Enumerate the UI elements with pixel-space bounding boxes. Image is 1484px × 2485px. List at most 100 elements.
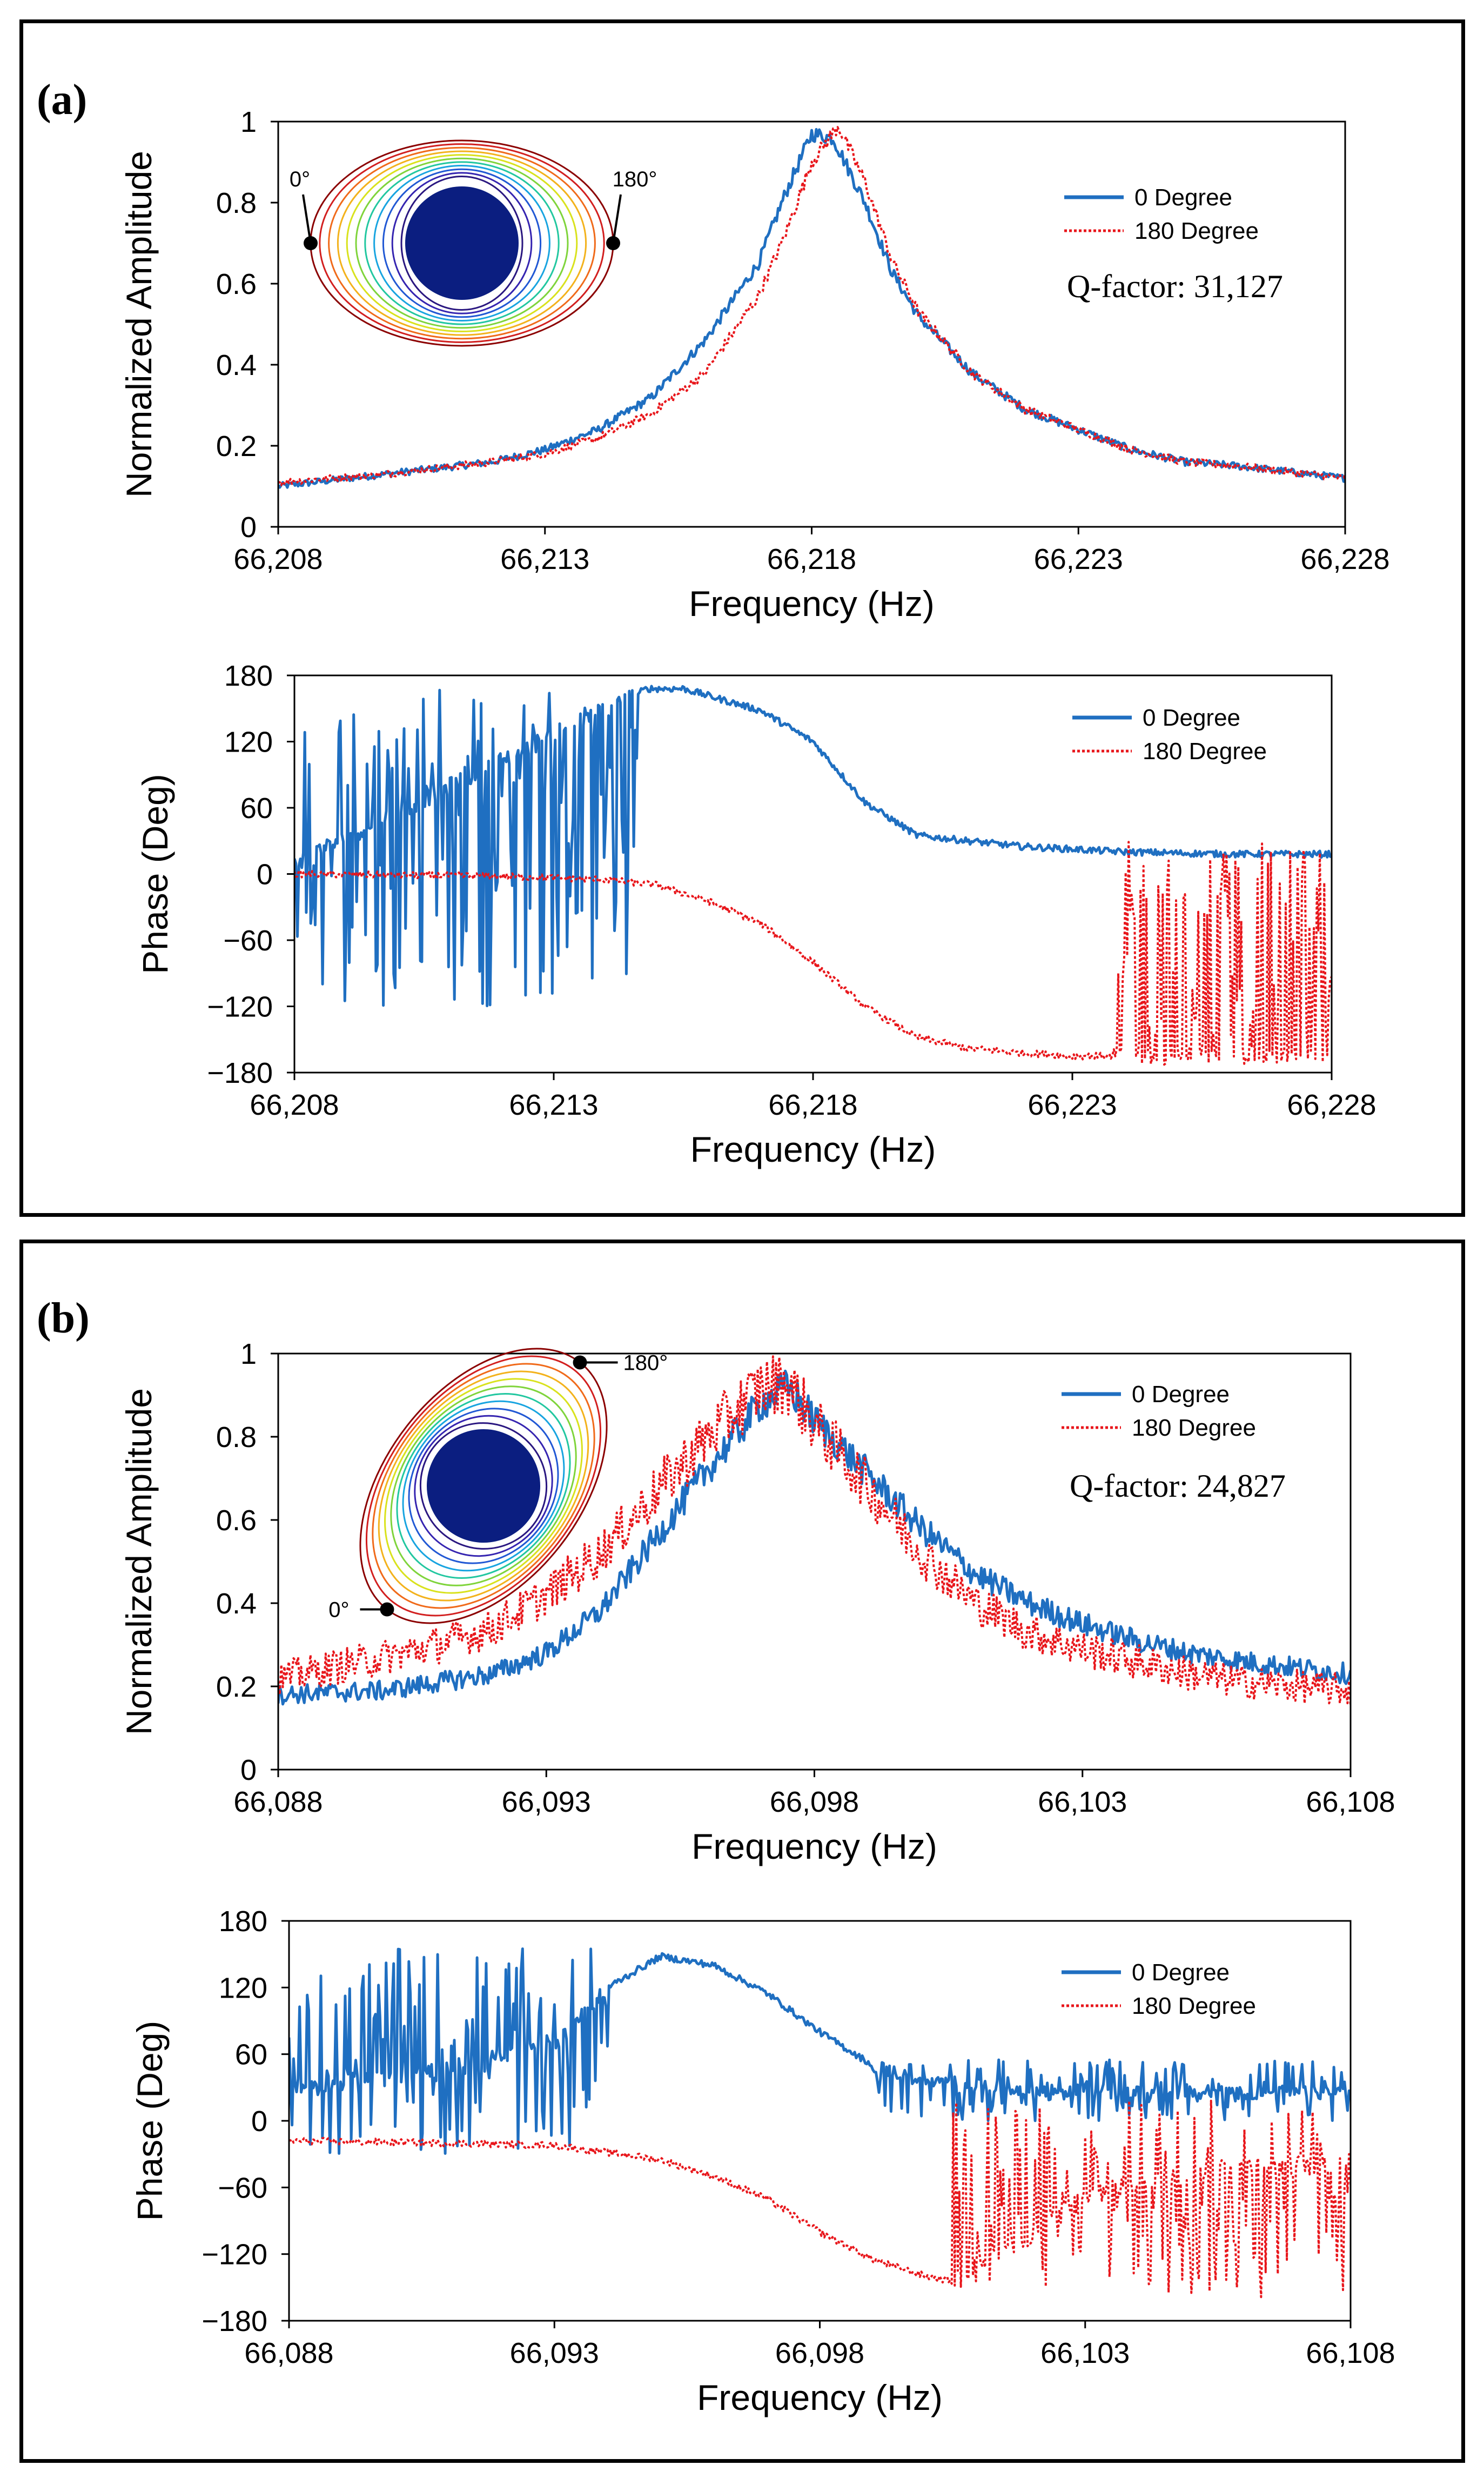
panel-a-inset-contour	[355, 157, 569, 329]
panel-a-inset-contour	[337, 150, 587, 336]
panel-b-amp-y-tick-label: 0.8	[216, 1421, 257, 1454]
panel-b-phase-y-tick-label: 180	[219, 1905, 267, 1938]
panel-b-amp-y-tick-label: 0.6	[216, 1504, 257, 1537]
panel-a-label: (a)	[37, 76, 88, 124]
panel-a-charts: 66,208 66,213 66,218 66,223 66,228 0 0.2 0.4 0.6…	[119, 106, 1390, 1169]
panel-a-amp-x-tick-label: 66,218	[767, 543, 856, 575]
panel-a-inset-contour	[382, 168, 542, 318]
panel-a-inset-label-0: 0°	[290, 168, 310, 191]
panel-a-amp-y-tick-label: 0.2	[216, 430, 257, 463]
panel-b-phase-y-tick-label: 120	[219, 1972, 267, 2004]
panel-a-phase-y-tick-label: 180	[224, 660, 273, 692]
panel-a-amp-x-tick-label: 66,208	[233, 543, 323, 575]
panel-a-phase-y-tick-label: 120	[224, 726, 273, 759]
panel-a-inset-contour	[400, 176, 523, 311]
panel-a-phase-y-tick-label: −180	[207, 1057, 273, 1089]
panel-b-inset-contour	[419, 1422, 548, 1550]
panel-a-amp-legend-label: 0 Degree	[1134, 184, 1232, 211]
panel-a-phase-x-tick-label: 66,208	[250, 1089, 339, 1121]
panel-b-frame	[19, 1240, 1465, 2463]
panel-a-inset-contour	[319, 143, 605, 343]
panel-a-amp-y-tick-label: 1	[240, 106, 257, 138]
panel-a-amp-y-tick-label: 0.6	[216, 268, 257, 300]
panel-b-phase-y-tick-label: −120	[202, 2239, 267, 2271]
panel-b-phase-y-tick-label: 0	[251, 2105, 267, 2138]
panel-a-amp-y-tick-label: 0	[240, 511, 257, 544]
panel-b-amp-y-axis-label: Normalized Amplitude	[119, 1388, 159, 1735]
panel-a-q-factor: Q-factor: 31,127	[1067, 269, 1283, 304]
panel-b-phase-y-tick-label: −180	[202, 2305, 267, 2337]
panel-b-phase-chart: 66,088 66,093 66,098 66,103 66,108 −180 −120 −6…	[130, 1905, 1395, 2417]
panel-b-inset-label-180: 180°	[623, 1351, 668, 1375]
panel-b-q-factor: Q-factor: 24,827	[1070, 1468, 1286, 1504]
panel-a-frame	[19, 19, 1465, 1217]
panel-a-inset-contour	[328, 146, 596, 340]
panel-a-inset-disk	[405, 186, 519, 300]
panel-a-inset-contour	[346, 154, 578, 332]
panel-a-amp-series-180-degree-line	[278, 126, 1345, 486]
panel-a-phase-chart: 66,208 66,213 66,218 66,223 66,228 −180 −120 −6…	[135, 660, 1376, 1169]
panel-a-phase-legend-label: 0 Degree	[1143, 705, 1240, 731]
panel-a-amp-y-tick-label: 0.8	[216, 187, 257, 219]
panel-b-amp-x-tick-label: 66,088	[233, 1786, 323, 1818]
panel-b-amp-legend-label: 180 Degree	[1132, 1415, 1256, 1441]
panel-b-charts: 66,088 66,093 66,098 66,103 66,108 0 0.2 0.4 0.6…	[119, 1338, 1395, 2417]
panel-b-phase-x-tick-label: 66,098	[775, 2337, 864, 2369]
panel-b-phase-y-axis-label: Phase (Deg)	[130, 2021, 170, 2221]
panel-a-inset-leader-0	[302, 194, 312, 244]
panel-b-amp-x-tick-label: 66,093	[502, 1786, 591, 1818]
panel-b-amp-x-tick-label: 66,108	[1306, 1786, 1395, 1818]
panel-b-phase-x-tick-label: 66,103	[1040, 2337, 1130, 2369]
panel-a-amp-legend-label: 180 Degree	[1134, 218, 1259, 244]
panel-a-inset-contour	[373, 165, 550, 321]
panel-a-phase-legend-label: 180 Degree	[1143, 738, 1267, 765]
panel-a-inset-label-180: 180°	[613, 168, 657, 191]
panel-a-phase-y-tick-label: 60	[240, 792, 273, 825]
panel-b-amp-x-axis-label: Frequency (Hz)	[691, 1826, 937, 1866]
panel-b-inset-contour	[396, 1393, 571, 1579]
panel-b-phase-y-tick-label: −60	[218, 2172, 267, 2204]
panel-b-phase-legend-label: 180 Degree	[1132, 1993, 1256, 2019]
panel-b-inset-contour-diagram	[359, 1348, 608, 1624]
panel-a-phase-x-axis-label: Frequency (Hz)	[690, 1129, 936, 1169]
panel-b-inset-contour	[414, 1415, 553, 1557]
panel-a-phase-y-tick-label: −60	[223, 925, 273, 957]
panel-b-inset-disk	[427, 1429, 540, 1543]
panel-b-phase-y-tick-label: 60	[235, 2039, 267, 2071]
panel-a-phase-x-tick-label: 66,223	[1028, 1089, 1117, 1121]
panel-a-amp-y-axis-label: Normalized Amplitude	[119, 151, 159, 498]
panel-b-phase-x-axis-label: Frequency (Hz)	[697, 2377, 943, 2417]
panel-a-phase-y-tick-label: 0	[257, 859, 273, 891]
panel-a-amp-y-tick-label: 0.4	[216, 349, 257, 381]
panel-b-inset-label-0: 0°	[328, 1598, 349, 1622]
panel-a-phase-x-tick-label: 66,213	[509, 1089, 598, 1121]
panel-a-phase-series-180-degree-line	[294, 841, 1332, 1066]
panel-b-phase-x-tick-label: 66,093	[510, 2337, 599, 2369]
panel-b-inset-contour	[408, 1408, 559, 1564]
panel-a-inset-contour-diagram	[310, 139, 614, 347]
panel-b-inset-contour	[390, 1385, 577, 1586]
panel-b-inset-contour	[372, 1363, 595, 1609]
panel-b-inset-contour	[378, 1370, 589, 1602]
panel-a-inset-contour	[391, 172, 533, 314]
panel-b-amplitude-chart: 66,088 66,093 66,098 66,103 66,108 0 0.2 0.4 0.6…	[119, 1338, 1395, 1866]
panel-a-amp-x-tick-label: 66,213	[500, 543, 589, 575]
panel-b-label: (b)	[37, 1295, 90, 1342]
panel-a-amp-x-tick-label: 66,228	[1300, 543, 1389, 575]
panel-a-amp-x-axis-label: Frequency (Hz)	[689, 584, 935, 624]
panel-b-amp-x-tick-label: 66,098	[770, 1786, 859, 1818]
panel-b-phase-series-0-degree-line	[289, 1947, 1351, 2155]
panel-a-inset-contour	[364, 161, 560, 325]
panel-b-phase-x-tick-label: 66,088	[244, 2337, 333, 2369]
panel-b-phase-legend-label: 0 Degree	[1132, 1959, 1230, 1986]
panel-a-inset-leader-180	[612, 194, 622, 244]
panel-a-phase-series-0-degree-line	[294, 685, 1332, 1008]
panel-a-amp-x-tick-label: 66,223	[1034, 543, 1123, 575]
panel-b-inset-contour	[402, 1400, 565, 1572]
panel-b-amp-series-180-degree-line	[278, 1355, 1351, 1705]
panel-b-phase-x-tick-label: 66,108	[1306, 2337, 1395, 2369]
panel-b-inset-contour	[384, 1378, 583, 1594]
panel-b-phase-series-180-degree-line	[289, 2099, 1351, 2299]
panel-a-phase-y-axis-label: Phase (Deg)	[135, 774, 175, 974]
